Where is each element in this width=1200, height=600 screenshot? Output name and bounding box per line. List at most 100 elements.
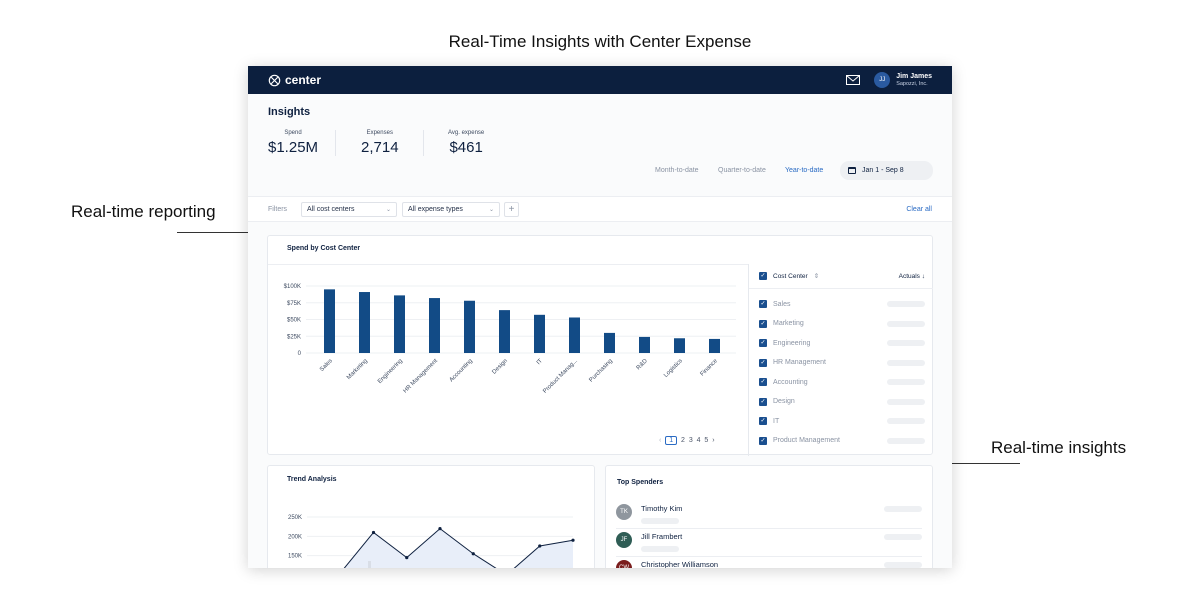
spend-by-cost-center-card: Spend by Cost Center 0 $25K $50K $75K $100K S… xyxy=(267,235,933,456)
actuals-sort[interactable]: Actuals ↓ xyxy=(898,272,925,280)
legend-row[interactable]: ✓ HR Management xyxy=(759,358,925,367)
logo[interactable]: center xyxy=(268,73,321,87)
user-company: Sapozzi, Inc. xyxy=(896,80,928,87)
legend-header-label[interactable]: Cost Center xyxy=(773,272,808,280)
trend-point xyxy=(571,538,575,542)
app-window: center JJ Jim James Sapozzi, Inc. Insigh… xyxy=(248,66,952,568)
legend-row[interactable]: ✓ Engineering xyxy=(759,339,925,347)
next-page-icon[interactable]: › xyxy=(712,437,715,444)
bar xyxy=(534,314,545,353)
legend-label: Design xyxy=(773,398,795,405)
filters-label: Filters xyxy=(268,206,288,213)
bar xyxy=(464,300,475,353)
y-tick-label: 200K xyxy=(288,534,302,540)
legend-checkbox[interactable]: ✓ xyxy=(759,436,767,445)
date-range-picker[interactable]: Jan 1 - Sep 8 xyxy=(840,161,933,180)
spender-avatar: JF xyxy=(616,532,632,548)
page-4[interactable]: 4 xyxy=(696,437,701,444)
y-tick-label: $75K xyxy=(287,301,301,307)
trend-point xyxy=(438,527,442,531)
stat-avg-expense: Avg. expense $461 xyxy=(448,130,484,156)
card-divider xyxy=(268,264,748,265)
add-filter-button[interactable]: + xyxy=(504,202,519,217)
main-content: Insights Spend $1.25M Expenses 2,714 Avg… xyxy=(248,94,952,568)
spender-amount-placeholder xyxy=(884,506,922,512)
legend-row[interactable]: ✓ Marketing xyxy=(759,319,925,328)
center-logo-icon xyxy=(268,74,281,86)
user-avatar[interactable]: JJ xyxy=(874,72,891,88)
stat-spend-value: $1.25M xyxy=(268,139,319,156)
x-tick-label: IT xyxy=(536,358,544,366)
legend-checkbox[interactable]: ✓ xyxy=(759,378,767,386)
bar xyxy=(394,295,405,353)
spender-row[interactable]: JF Jill Frambert xyxy=(616,532,922,552)
spender-row[interactable]: TK Timothy Kim xyxy=(616,504,922,524)
chevron-down-icon: ⌄ xyxy=(488,207,494,213)
trend-background-bar xyxy=(368,561,371,568)
legend-label: HR Management xyxy=(773,359,826,366)
page-3[interactable]: 3 xyxy=(688,437,693,444)
expense-type-select[interactable]: All expense types ⌄ xyxy=(402,202,500,217)
legend-checkbox[interactable]: ✓ xyxy=(759,300,767,308)
prev-page-icon[interactable]: ‹ xyxy=(659,437,662,444)
legend-row[interactable]: ✓ Accounting xyxy=(759,378,925,386)
spend-card-title: Spend by Cost Center xyxy=(287,245,361,252)
spender-row[interactable]: CW Christopher Williamson xyxy=(616,560,922,568)
y-tick-label: $100K xyxy=(284,284,301,290)
sort-icon[interactable]: ⇕ xyxy=(813,273,820,280)
annotation-insights: Real-time insights xyxy=(991,438,1127,457)
bar xyxy=(569,317,580,353)
x-tick-label: R&D xyxy=(636,358,650,372)
period-month-to-date[interactable]: Month-to-date xyxy=(655,167,699,174)
top-spenders-title: Top Spenders xyxy=(617,479,664,486)
bar xyxy=(639,336,650,353)
legend-checkbox[interactable]: ✓ xyxy=(759,397,767,406)
cost-center-select-value: All cost centers xyxy=(307,206,355,213)
stat-expenses-label: Expenses xyxy=(366,130,393,136)
legend-row[interactable]: ✓ Sales xyxy=(759,300,925,308)
legend-checkbox[interactable]: ✓ xyxy=(759,417,767,425)
spender-amount-placeholder xyxy=(884,562,922,568)
bar xyxy=(429,298,440,353)
spender-divider xyxy=(616,556,922,557)
legend-row[interactable]: ✓ Design xyxy=(759,397,925,406)
page-5[interactable]: 5 xyxy=(704,437,709,444)
select-all-checkbox[interactable]: ✓ xyxy=(759,272,767,280)
period-quarter-to-date[interactable]: Quarter-to-date xyxy=(718,167,766,174)
annotation-reporting: Real-time reporting xyxy=(71,202,216,221)
legend-value-placeholder xyxy=(887,437,925,444)
legend-label: Marketing xyxy=(773,320,804,327)
logo-text: center xyxy=(285,73,322,87)
trend-card-title: Trend Analysis xyxy=(287,476,337,483)
legend-label: IT xyxy=(773,417,780,425)
spender-name: Christopher Williamson xyxy=(641,560,719,568)
pagination: ‹ 1 2 3 4 5 › xyxy=(659,436,715,445)
expense-type-select-value: All expense types xyxy=(408,206,463,213)
spender-avatar: TK xyxy=(616,504,632,520)
legend-checkbox[interactable]: ✓ xyxy=(759,319,767,328)
bar xyxy=(324,289,335,353)
page-caption: Real-Time Insights with Center Expense xyxy=(448,32,752,51)
legend-value-placeholder xyxy=(887,398,925,405)
date-range-text: Jan 1 - Sep 8 xyxy=(862,167,904,174)
period-year-to-date[interactable]: Year-to-date xyxy=(785,167,824,174)
stat-spend: Spend $1.25M xyxy=(268,130,318,156)
bar xyxy=(359,292,370,353)
clear-all-link[interactable]: Clear all xyxy=(906,206,932,213)
legend-checkbox[interactable]: ✓ xyxy=(759,358,767,367)
actuals-sort-label: Actuals xyxy=(898,272,920,280)
legend-row[interactable]: ✓ Product Management xyxy=(759,436,925,445)
x-tick-label: Purchasing xyxy=(588,358,613,383)
x-tick-label: Engineering xyxy=(377,358,404,385)
stat-avg-label: Avg. expense xyxy=(448,130,485,136)
legend-row[interactable]: ✓ IT xyxy=(759,417,925,425)
user-menu[interactable]: Jim James Sapozzi, Inc. xyxy=(896,73,932,87)
mail-icon[interactable] xyxy=(846,75,861,85)
page-2[interactable]: 2 xyxy=(681,437,685,444)
legend-checkbox[interactable]: ✓ xyxy=(759,339,767,347)
cost-center-select[interactable]: All cost centers ⌄ xyxy=(301,202,397,217)
x-tick-label: Accounting xyxy=(449,358,474,383)
bar xyxy=(674,338,685,353)
page-1[interactable]: 1 xyxy=(665,436,678,445)
legend-value-placeholder xyxy=(887,359,925,366)
